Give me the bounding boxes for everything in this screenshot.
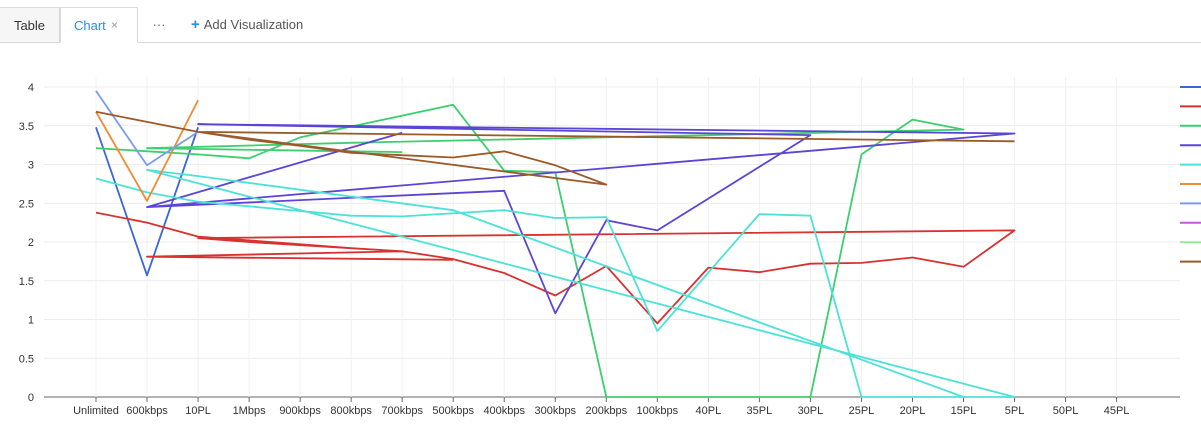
series-group [95, 90, 1016, 398]
close-icon[interactable]: × [111, 18, 119, 32]
x-tick-label: 50PL [1053, 405, 1079, 417]
x-tick-label: 600kbps [126, 405, 168, 417]
y-tick-label: 2 [28, 237, 34, 249]
series-line-5[interactable] [95, 169, 1016, 398]
x-tick-label: 1Mbps [233, 405, 267, 417]
y-tick-label: 2.5 [19, 198, 34, 210]
y-tick-label: 3 [28, 160, 34, 172]
x-tick-label: 800kbps [330, 405, 372, 417]
x-tick-label: Unlimited [73, 405, 119, 417]
series-line-10[interactable] [95, 110, 1015, 186]
add-visualization-button[interactable]: + Add Visualization [191, 7, 303, 42]
tab-bar: Table Chart × ··· + Add Visualization [0, 0, 1201, 43]
x-tick-label: 20PL [900, 405, 926, 417]
y-tick-label: 0.5 [19, 353, 34, 365]
x-tick-label: 5PL [1005, 405, 1025, 417]
x-tick-label: 100kbps [637, 405, 679, 417]
tab-chart[interactable]: Chart × [60, 7, 138, 43]
plus-icon: + [191, 16, 200, 33]
series-line-1[interactable] [95, 127, 199, 277]
add-visualization-label: Add Visualization [203, 17, 304, 32]
y-tick-label: 4 [28, 82, 34, 94]
series-line-6[interactable] [95, 99, 199, 202]
y-tick-label: 1.5 [19, 276, 34, 288]
x-tick-label: 400kbps [483, 405, 525, 417]
line-chart: 0 0.5 1 1.5 2 2.5 3 3.5 4 Unlimited 600kbps 10PL 1M… [19, 77, 1201, 417]
x-tick-label: 40PL [696, 405, 722, 417]
legend[interactable] [1180, 86, 1201, 263]
x-tick-label: 35PL [747, 405, 773, 417]
y-tick-label: 0 [28, 392, 34, 404]
series-line-2[interactable] [95, 211, 1016, 325]
x-tick-label: 200kbps [586, 405, 628, 417]
x-tick-label: 10PL [185, 405, 211, 417]
x-tick-label: 45PL [1104, 405, 1130, 417]
more-options-icon[interactable]: ··· [152, 17, 166, 32]
x-tick-label: 300kbps [534, 405, 576, 417]
x-tick-label: 15PL [951, 405, 977, 417]
tab-chart-label: Chart [74, 18, 106, 33]
x-tick-label: 30PL [798, 405, 824, 417]
series-line-4[interactable] [146, 123, 1016, 315]
x-tick-label: 25PL [849, 405, 875, 417]
x-tick-label: 900kbps [279, 405, 321, 417]
y-tick-label: 3.5 [19, 121, 34, 133]
y-tick-label: 1 [28, 315, 34, 327]
tab-table[interactable]: Table [0, 7, 60, 42]
x-tick-label: 500kbps [432, 405, 474, 417]
x-tick-label: 700kbps [381, 405, 423, 417]
x-axis: Unlimited 600kbps 10PL 1Mbps 900kbps 800kbps 7… [73, 397, 1129, 417]
y-axis: 0 0.5 1 1.5 2 2.5 3 3.5 4 [19, 82, 34, 404]
